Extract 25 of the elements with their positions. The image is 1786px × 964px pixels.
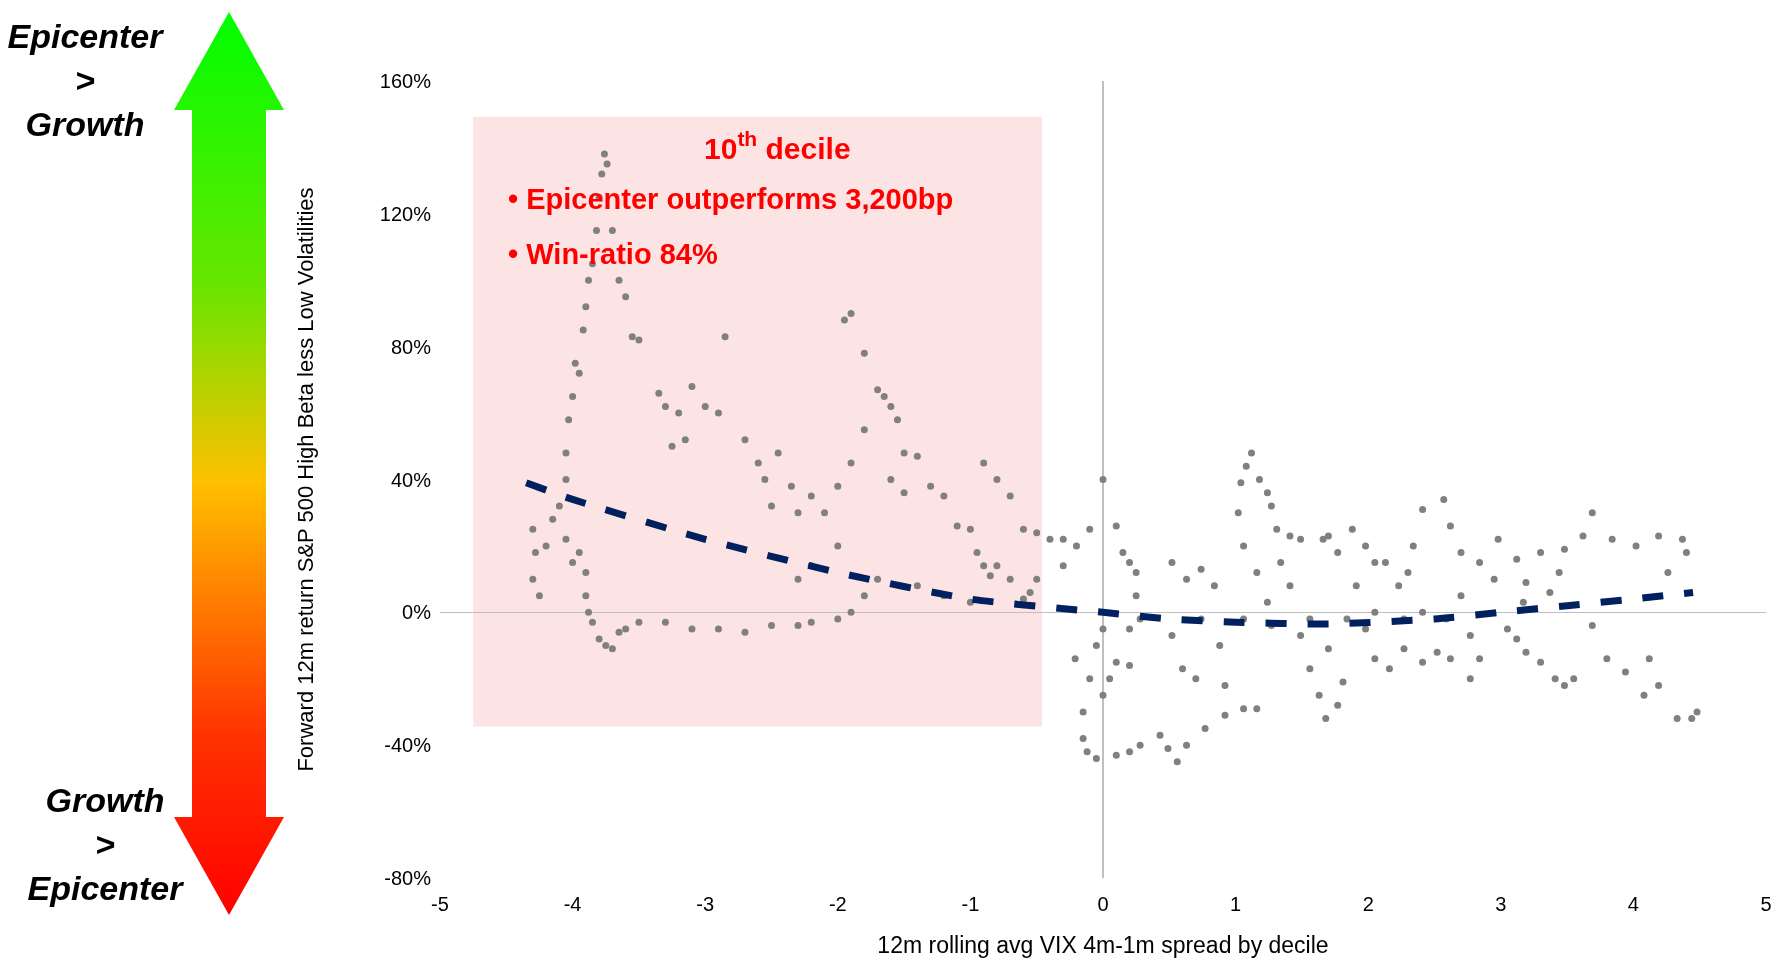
y-tick-label: 120% [379, 202, 432, 225]
x-tick-label: -4 [563, 893, 582, 915]
x-tick-label: 0 [1097, 893, 1109, 915]
y-tick-label: 160% [379, 70, 432, 92]
x-axis-title: 12m rolling avg VIX 4m-1m spread by decile [877, 931, 1329, 958]
y-tick-label: 80% [390, 335, 432, 358]
x-tick-label: 3 [1495, 893, 1507, 915]
text: Growth > Epicenter [26, 780, 185, 909]
x-tick-label: 5 [1760, 893, 1772, 915]
y-tick-label: -40% [384, 734, 432, 757]
x-tick-label: -3 [696, 893, 715, 915]
y-tick-label: 40% [390, 468, 432, 491]
x-tick-label: 1 [1230, 893, 1242, 915]
text: Epicenter > Growth [6, 16, 165, 145]
x-tick-label: 2 [1362, 893, 1374, 915]
annotation: • Epicenter outperforms 3,200bp [508, 183, 954, 215]
y-tick-label: 0% [402, 601, 432, 624]
x-tick-label: -1 [961, 893, 980, 915]
x-tick-label: -2 [828, 893, 847, 915]
x-tick-label: 4 [1627, 893, 1639, 915]
y-tick-label: -80% [384, 867, 432, 889]
band-label: 10$^{th}$ decile [704, 127, 851, 165]
annotation: • Win-ratio 84% [508, 238, 718, 270]
y-axis-title: Forward 12m return S&P 500 High Beta less Low Volatilities [292, 187, 318, 772]
x-tick-label: -5 [431, 893, 449, 915]
